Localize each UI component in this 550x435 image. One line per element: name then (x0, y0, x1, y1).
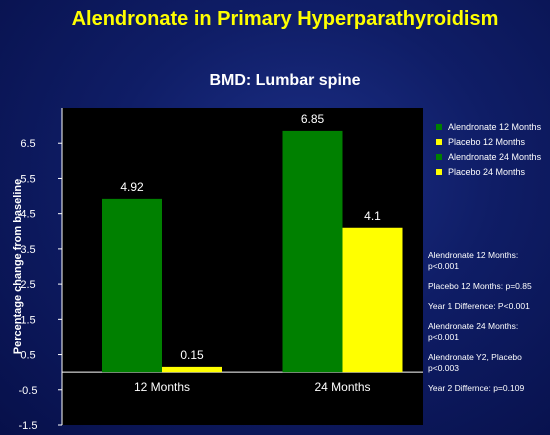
data-label: 4.1 (364, 209, 381, 223)
note: Placebo 12 Months: p=0.85 (428, 281, 532, 291)
y-tick-label: 2.5 (20, 279, 35, 291)
legend-item: Placebo 12 Months (436, 135, 541, 150)
data-label: 6.85 (301, 112, 325, 126)
y-tick-label: 1.5 (20, 314, 35, 326)
legend-label: Placebo 12 Months (448, 137, 526, 147)
bar (162, 366, 222, 373)
y-tick-label: -1.5 (19, 420, 38, 432)
y-tick-label: 3.5 (20, 244, 35, 256)
x-tick-label: 12 Months (134, 380, 190, 394)
legend-swatch (436, 169, 442, 175)
note: Year 1 Difference: P<0.001 (428, 301, 530, 311)
x-tick-label: 24 Months (314, 380, 370, 394)
legend-label: Alendronate 12 Months (448, 122, 542, 132)
note: Year 2 Differnce: p=0.109 (428, 383, 525, 393)
legend-swatch (436, 154, 442, 160)
note: Alendronate 12 Months: p<0.001 (428, 250, 519, 271)
note: Alendronate 24 Months: p<0.001 (428, 321, 519, 342)
slide-title: Alendronate in Primary Hyperparathyroidi… (71, 8, 499, 30)
chart-title: BMD: Lumbar spine (209, 72, 361, 89)
bar (102, 198, 162, 373)
note: Alendronate Y2, Placebo p<0.003 (428, 352, 522, 373)
y-tick-label: 4.5 (20, 209, 35, 221)
chart-legend: Alendronate 12 Months Placebo 12 Months … (436, 120, 541, 180)
y-tick-label: 5.5 (20, 173, 35, 185)
statistics-notes: Alendronate 12 Months: p<0.001 Placebo 1… (428, 250, 550, 403)
legend-label: Placebo 24 Months (448, 167, 526, 177)
y-axis-label: Percentage change from baseline (12, 179, 24, 354)
data-label: 4.92 (120, 180, 144, 194)
legend-label: Alendronate 24 Months (448, 152, 542, 162)
y-tick-label: 0.5 (20, 350, 35, 362)
legend-swatch (436, 124, 442, 130)
bar (282, 130, 343, 373)
legend-swatch (436, 139, 442, 145)
y-tick-label: 6.5 (20, 138, 35, 150)
data-label: 0.15 (180, 348, 204, 362)
bar (342, 227, 403, 373)
legend-item: Alendronate 12 Months (436, 120, 541, 135)
y-tick-label: -0.5 (19, 385, 38, 397)
legend-item: Alendronate 24 Months (436, 150, 541, 165)
legend-item: Placebo 24 Months (436, 165, 541, 180)
